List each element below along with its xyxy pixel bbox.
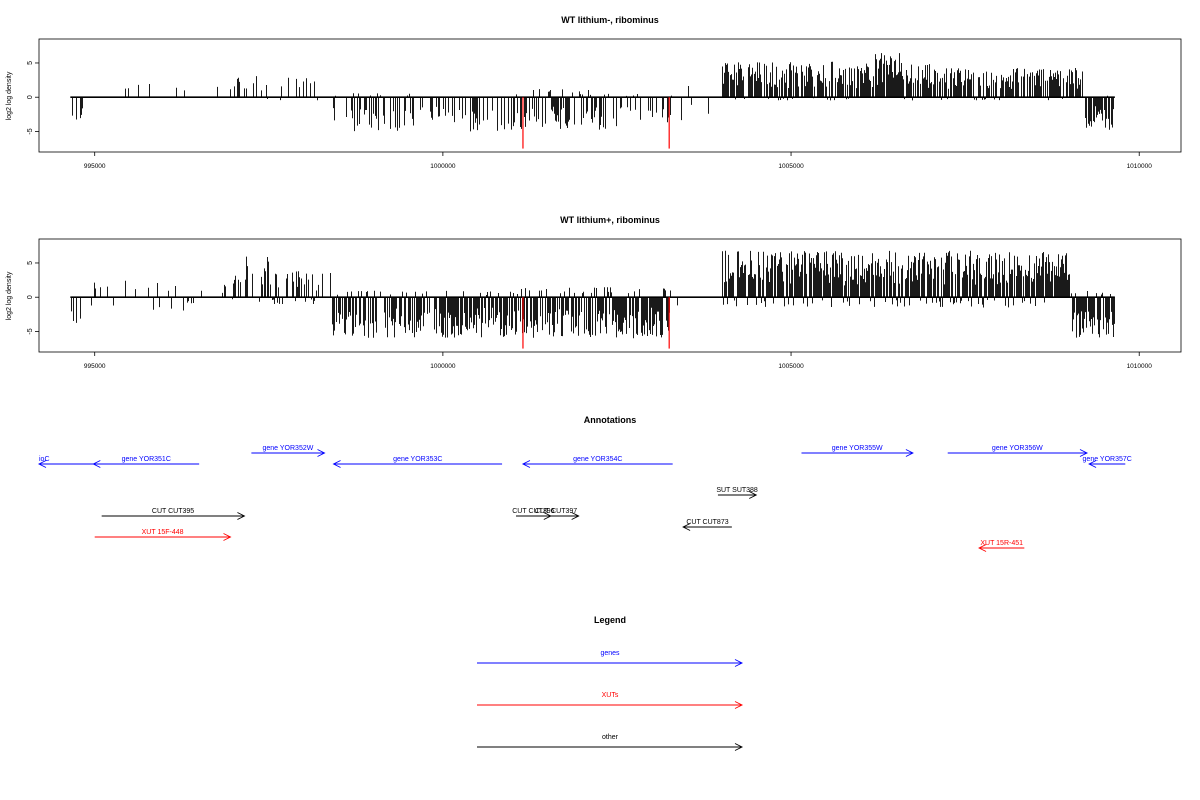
feature-arrowhead: [682, 523, 691, 531]
feature-label: SUT SUT388: [716, 487, 758, 494]
feature-arrowhead: [37, 460, 47, 468]
annotations-title: Annotations: [584, 415, 637, 425]
legend-arrowhead: [734, 659, 744, 667]
y-tick-label: 0: [27, 95, 34, 99]
y-tick-label: 5: [27, 61, 34, 65]
annotation-feature: XUT 15F-448: [94, 529, 232, 541]
x-tick-label: 1005000: [778, 363, 804, 370]
legend-entry: other: [477, 734, 744, 751]
feature-label: gene YOR353C: [393, 456, 442, 463]
annotation-feature: XUT 15R-451: [978, 540, 1025, 552]
feature-arrowhead: [749, 491, 758, 499]
x-tick-label: 1005000: [778, 163, 804, 170]
x-axis: 995000 1000000 1005000 1010000: [84, 352, 1152, 370]
x-tick-label: 1000000: [430, 163, 456, 170]
feature-arrowhead: [223, 533, 232, 541]
feature-label: gene YOR355W: [832, 445, 883, 452]
feature-label: gene YOR352W: [263, 445, 314, 452]
y-axis: -5 0 5: [27, 61, 39, 135]
track-panel-lithium-minus: WT lithium-, ribominus log2 log density …: [6, 15, 1182, 170]
annotation-feature: gene YOR357C: [1083, 456, 1132, 468]
highlight-bars: [522, 97, 670, 149]
y-tick-label: 0: [27, 295, 34, 299]
density-bars: [70, 53, 1115, 132]
legend-entries: genes XUTs other: [477, 650, 744, 751]
annotation-features: ioC gene YOR351C gene YOR352W gene YOR353C g…: [37, 445, 1132, 552]
y-tick-label: -5: [27, 128, 34, 134]
y-tick-label: -5: [27, 328, 34, 334]
track-title: WT lithium-, ribominus: [561, 15, 659, 25]
annotation-feature: gene YOR356W: [947, 445, 1089, 457]
legend-arrowhead: [734, 743, 744, 751]
track-title: WT lithium+, ribominus: [560, 215, 660, 225]
legend-label: XUTs: [602, 692, 619, 699]
feature-arrowhead: [1088, 460, 1097, 468]
annotation-feature: CUT CUT873: [682, 519, 732, 531]
plot-frame: [38, 238, 1182, 353]
feature-label: gene YOR356W: [992, 445, 1043, 452]
feature-arrowhead: [92, 460, 101, 468]
x-axis: 995000 1000000 1005000 1010000: [84, 152, 1152, 170]
x-tick-label: 1010000: [1127, 163, 1153, 170]
feature-arrowhead: [978, 544, 987, 552]
feature-arrowhead: [905, 449, 914, 457]
y-axis: -5 0 5: [27, 261, 39, 335]
legend-panel: Legend genes XUTs other: [477, 615, 744, 751]
x-tick-label: 1000000: [430, 363, 456, 370]
highlight-bars: [522, 297, 670, 349]
feature-label: gene YOR354C: [573, 456, 622, 463]
legend-title: Legend: [594, 615, 626, 625]
feature-label: gene YOR357C: [1083, 456, 1132, 463]
feature-label: CUT CUT397: [535, 508, 577, 515]
feature-label: XUT 15F-448: [142, 529, 184, 536]
y-tick-label: 5: [27, 261, 34, 265]
annotation-feature: SUT SUT388: [716, 487, 758, 499]
feature-label: gene YOR351C: [122, 456, 171, 463]
feature-label: XUT 15R-451: [980, 540, 1023, 547]
annotations-panel: Annotations ioC gene YOR351C gene YOR352W g…: [37, 415, 1132, 552]
plot-frame: [38, 38, 1182, 153]
annotation-feature: gene YOR352W: [251, 445, 326, 457]
annotation-feature: ioC: [37, 456, 94, 468]
x-tick-label: 995000: [84, 363, 106, 370]
legend-arrowhead: [734, 701, 744, 709]
annotation-feature: gene YOR351C: [92, 456, 200, 468]
annotation-feature: gene YOR354C: [521, 456, 673, 468]
feature-label: ioC: [39, 456, 50, 463]
annotation-feature: CUT CUT397: [533, 508, 580, 520]
y-axis-label: log2 log density: [6, 271, 13, 320]
legend-entry: XUTs: [477, 692, 744, 709]
feature-arrowhead: [332, 460, 341, 468]
x-tick-label: 1010000: [1127, 363, 1153, 370]
annotation-feature: CUT CUT395: [101, 508, 246, 520]
feature-label: CUT CUT395: [152, 508, 194, 515]
feature-arrowhead: [317, 449, 326, 457]
legend-label: other: [602, 734, 619, 741]
y-axis-label: log2 log density: [6, 71, 13, 120]
legend-label: genes: [600, 650, 620, 657]
annotation-feature: gene YOR353C: [332, 456, 503, 468]
feature-label: CUT CUT873: [686, 519, 728, 526]
annotation-feature: gene YOR355W: [801, 445, 914, 457]
track-panel-lithium-plus: WT lithium+, ribominus log2 log density …: [6, 215, 1182, 370]
feature-label: CUT CUT396: [512, 508, 554, 515]
feature-arrowhead: [1079, 449, 1089, 457]
feature-arrowhead: [571, 512, 580, 520]
legend-entry: genes: [477, 650, 744, 667]
x-tick-label: 995000: [84, 163, 106, 170]
density-bars: [70, 250, 1115, 339]
feature-arrowhead: [237, 512, 246, 520]
feature-arrowhead: [521, 460, 531, 468]
